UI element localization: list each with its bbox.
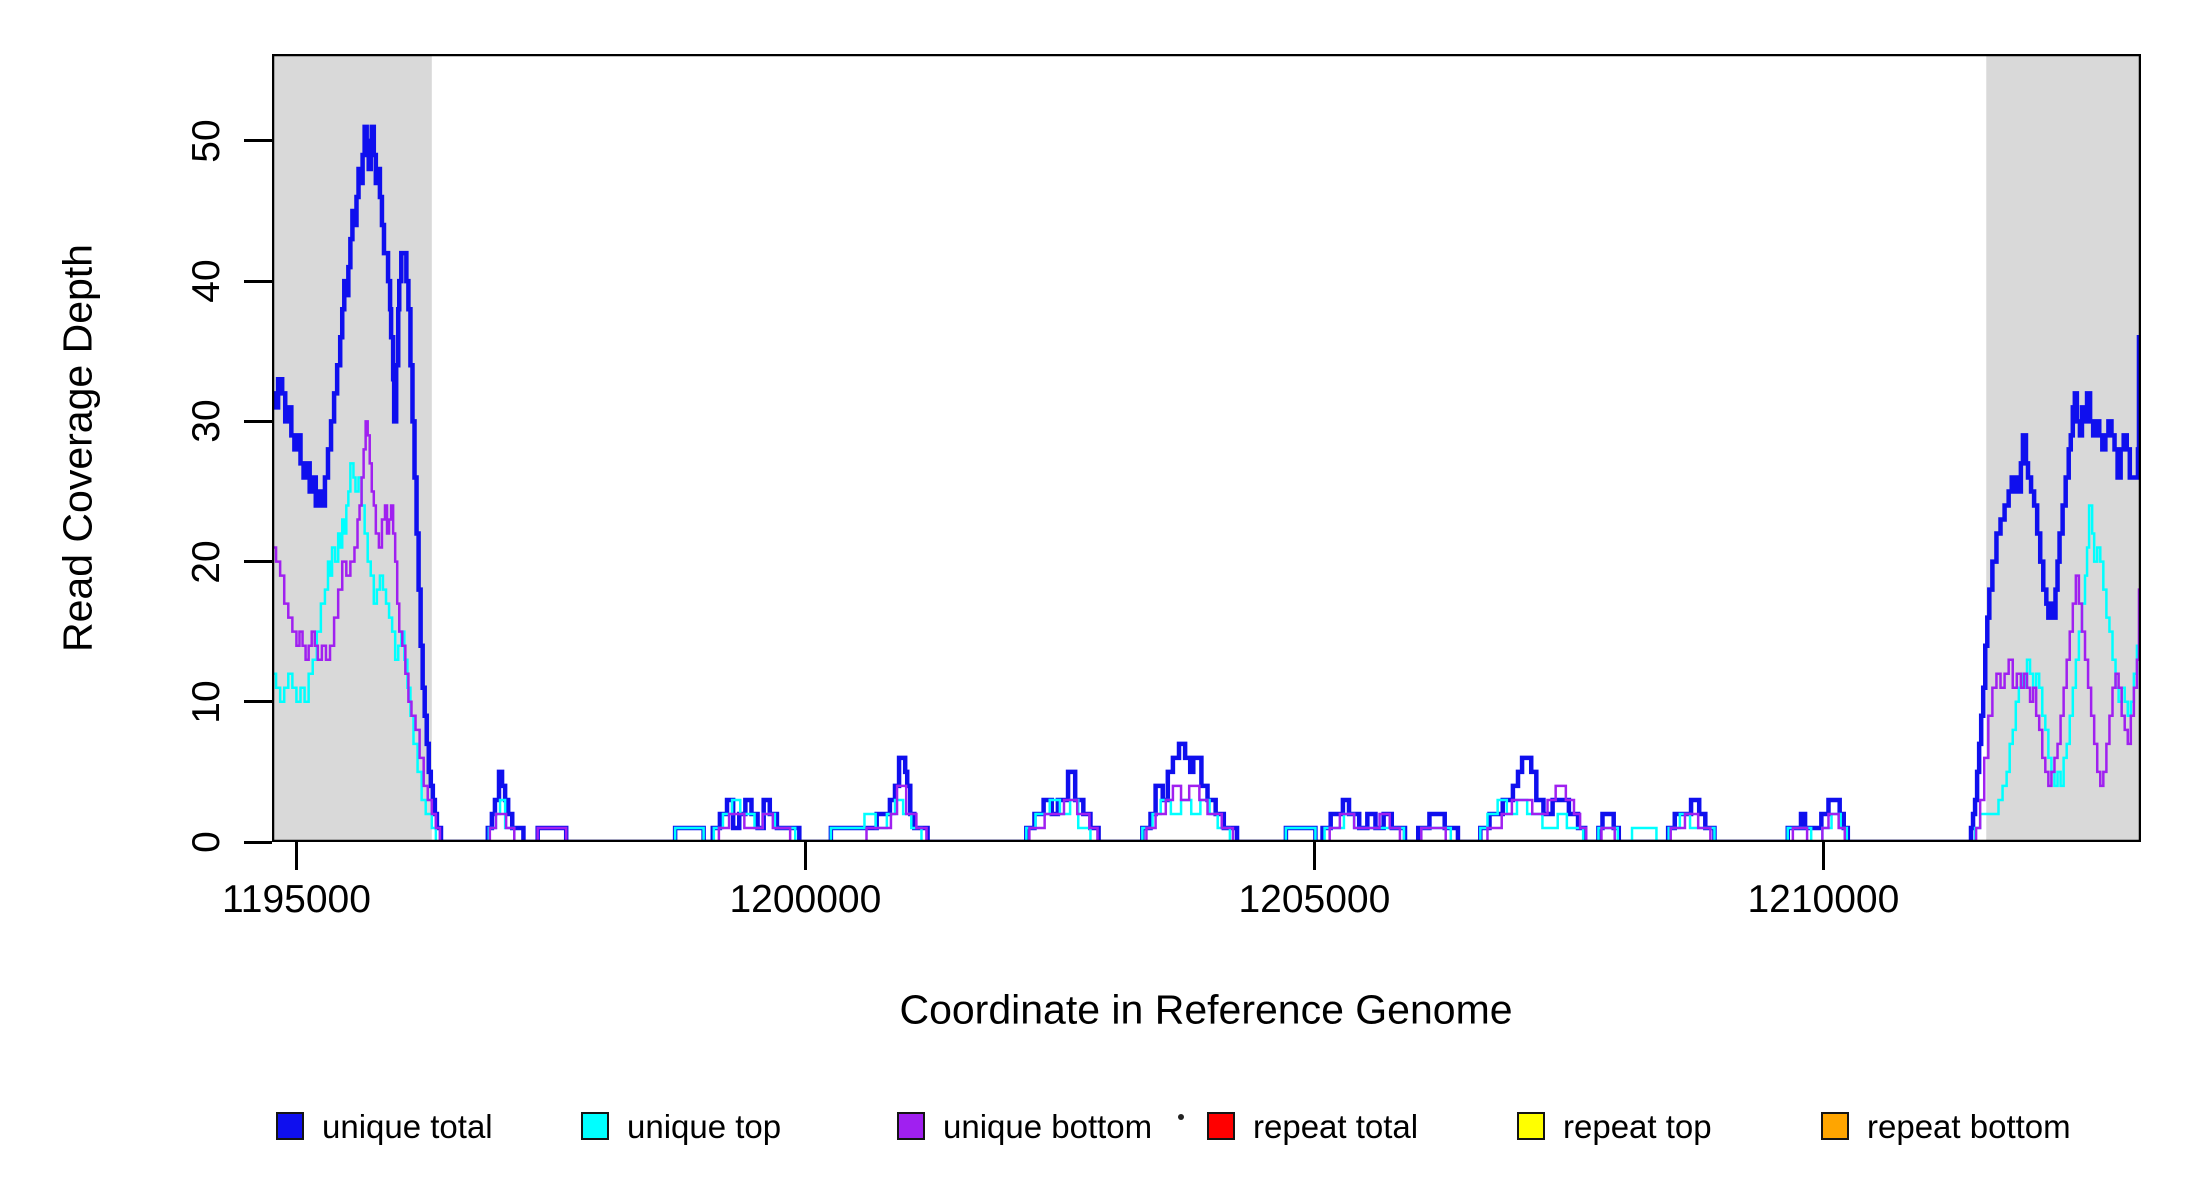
x-tick (1821, 842, 1825, 870)
y-tick (244, 700, 272, 704)
series-unique-bottom (272, 420, 2141, 842)
y-tick (244, 139, 272, 143)
legend-swatch-unique-bottom (897, 1112, 925, 1140)
legend-swatch-repeat-bottom (1821, 1112, 1849, 1140)
y-tick (244, 560, 272, 564)
y-tick (244, 840, 272, 844)
x-tick-label: 1200000 (729, 878, 882, 921)
stray-mark (1178, 1114, 1184, 1120)
y-tick (244, 419, 272, 423)
plot-area (272, 54, 2141, 842)
x-tick-label: 1195000 (221, 878, 371, 921)
legend-swatch-repeat-total (1207, 1112, 1235, 1140)
y-tick-label: 40 (185, 259, 228, 303)
legend-label: unique total (322, 1108, 493, 1145)
y-tick-label: 10 (185, 680, 228, 724)
series-unique-top (272, 462, 2141, 842)
x-tick (1312, 842, 1316, 870)
x-tick (803, 842, 807, 870)
legend-label: unique bottom (943, 1108, 1153, 1145)
legend-label: repeat bottom (1867, 1108, 2071, 1145)
y-tick (244, 279, 272, 283)
series-unique-total (272, 124, 2141, 842)
legend-label: repeat top (1563, 1108, 1712, 1145)
y-tick-label: 20 (185, 539, 228, 584)
legend-swatch-unique-total (276, 1112, 304, 1140)
plot-border (272, 54, 2141, 842)
y-tick-label: 30 (185, 399, 228, 444)
legend-swatch-repeat-top (1517, 1112, 1545, 1140)
legend-label: repeat total (1253, 1108, 1419, 1145)
legend-swatch-unique-top (581, 1112, 609, 1140)
legend-label: unique top (627, 1108, 782, 1145)
y-axis-title: Read Coverage Depth (54, 244, 101, 652)
x-tick-label: 1210000 (1747, 878, 1900, 921)
y-tick-label: 50 (185, 119, 228, 163)
x-axis-title: Coordinate in Reference Genome (899, 986, 1513, 1033)
x-tick-label: 1205000 (1238, 878, 1391, 921)
x-tick (294, 842, 298, 870)
y-tick-label: 0 (185, 831, 228, 853)
